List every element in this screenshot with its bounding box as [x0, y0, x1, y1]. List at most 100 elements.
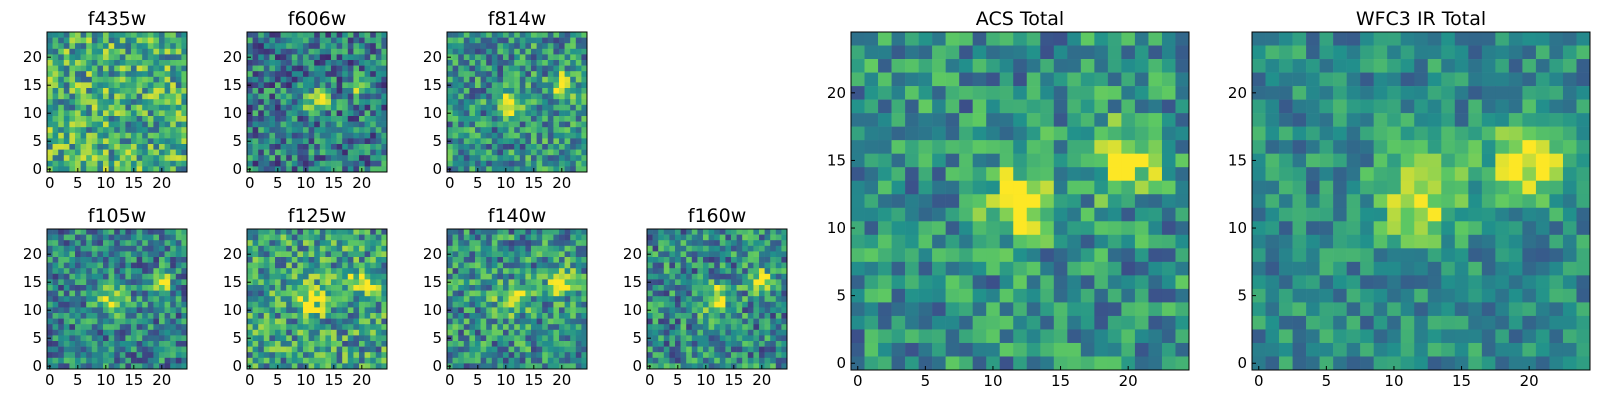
heatmap-cell	[336, 155, 343, 162]
heatmap-cell	[463, 234, 470, 241]
heatmap-cell	[508, 245, 515, 252]
heatmap-cell	[959, 207, 973, 222]
heatmap-cell	[1522, 86, 1537, 100]
heatmap-cell	[503, 37, 509, 44]
heatmap-cell	[286, 273, 293, 280]
heatmap-cell	[291, 149, 298, 156]
heatmap-cell	[1562, 315, 1577, 330]
heatmap-cell	[164, 318, 171, 325]
heatmap-cell	[75, 296, 81, 303]
heatmap-cell	[1134, 248, 1149, 263]
heatmap-cell	[136, 346, 143, 353]
heatmap-cell	[159, 93, 165, 100]
heatmap-cell	[91, 296, 98, 303]
heatmap-cell	[547, 324, 554, 331]
heatmap-cell	[97, 155, 104, 162]
heatmap-cell	[252, 245, 259, 252]
heatmap-cell	[125, 273, 132, 280]
heatmap-cell	[336, 324, 343, 331]
heatmap-cell	[114, 229, 121, 235]
heatmap-cell	[375, 138, 382, 145]
heatmap-cell	[581, 32, 588, 38]
heatmap-cell	[475, 245, 481, 252]
heatmap-cell	[364, 329, 371, 336]
heatmap-cell	[147, 273, 154, 280]
heatmap-cell	[336, 301, 343, 308]
heatmap-cell	[303, 318, 309, 325]
y-tick-label: 10	[223, 104, 242, 122]
heatmap-cell	[325, 132, 332, 139]
heatmap-cell	[142, 32, 149, 38]
heatmap-cell	[359, 262, 365, 269]
heatmap-cell	[463, 104, 470, 111]
heatmap-cell	[1265, 207, 1280, 222]
heatmap-cell	[575, 116, 582, 122]
heatmap-cell	[1175, 72, 1190, 87]
heatmap-cell	[181, 262, 188, 269]
heatmap-cell	[1414, 275, 1429, 290]
heatmap-cell	[1468, 72, 1483, 87]
heatmap-cell	[1319, 342, 1334, 357]
heatmap-cell	[480, 54, 487, 61]
heatmap-cell	[364, 99, 371, 106]
heatmap-cell	[175, 60, 182, 66]
heatmap-cell	[1040, 315, 1055, 330]
heatmap-cell	[342, 43, 349, 50]
heatmap-cell	[1107, 234, 1122, 249]
heatmap-cell	[375, 32, 382, 38]
heatmap-cell	[381, 127, 388, 134]
heatmap-cell	[497, 127, 504, 134]
heatmap-cell	[331, 318, 337, 325]
heatmap-cell	[1013, 140, 1028, 154]
heatmap-cell	[269, 301, 276, 308]
heatmap-cell	[136, 43, 143, 50]
heatmap-cell	[47, 245, 53, 252]
heatmap-cell	[291, 234, 298, 241]
heatmap-cell	[303, 127, 309, 134]
heatmap-cell	[308, 88, 315, 94]
y-tick-label: 15	[23, 273, 42, 291]
heatmap-cell	[159, 54, 165, 61]
heatmap-cell	[159, 357, 165, 364]
heatmap-cell	[364, 116, 371, 122]
heatmap-cell	[125, 71, 132, 78]
heatmap-cell	[878, 234, 892, 249]
heatmap-cell	[1549, 329, 1564, 344]
heatmap-cell	[258, 155, 265, 162]
heatmap-cell	[347, 285, 354, 291]
heatmap-cell	[1319, 113, 1334, 127]
heatmap-cell	[52, 104, 59, 111]
heatmap-cell	[359, 155, 365, 162]
heatmap-cell	[325, 54, 332, 61]
heatmap-cell	[564, 32, 571, 38]
heatmap-cell	[531, 37, 537, 44]
heatmap-cell	[986, 194, 1001, 209]
heatmap-cell	[1319, 59, 1334, 73]
heatmap-cell	[275, 346, 281, 353]
heatmap-cell	[1549, 342, 1564, 357]
heatmap-cell	[559, 99, 565, 106]
heatmap-cell	[1495, 72, 1510, 87]
heatmap-cell	[181, 268, 188, 275]
heatmap-cell	[308, 240, 315, 247]
heatmap-cell	[945, 221, 960, 236]
heatmap-cell	[353, 290, 360, 297]
heatmap-cell	[932, 356, 946, 371]
heatmap-cell	[564, 301, 571, 308]
heatmap-cell	[286, 251, 293, 258]
heatmap-cell	[269, 88, 276, 94]
heatmap-cell	[452, 82, 459, 89]
heatmap-cell	[170, 251, 177, 258]
heatmap-cell	[1040, 342, 1055, 357]
heatmap-cell	[1333, 86, 1347, 100]
heatmap-cell	[159, 268, 165, 275]
heatmap-cell	[999, 221, 1014, 236]
heatmap-cell	[75, 273, 81, 280]
heatmap-cell	[47, 155, 53, 162]
heatmap-cell	[91, 37, 98, 44]
heatmap-cell	[52, 116, 59, 122]
heatmap-cell	[1427, 315, 1442, 330]
heatmap-cell	[164, 127, 171, 134]
heatmap-cell	[86, 257, 93, 263]
heatmap-cell	[153, 245, 160, 252]
